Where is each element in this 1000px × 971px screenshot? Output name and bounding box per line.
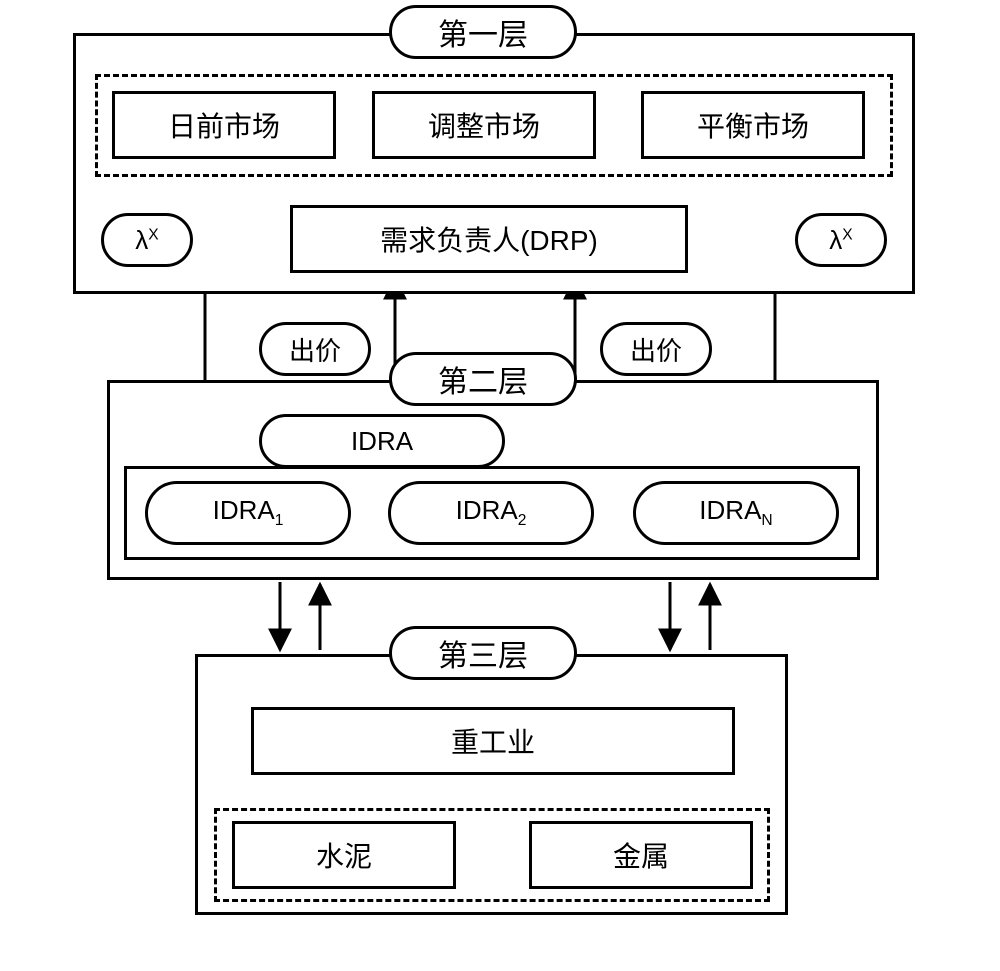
idra-n-label: IDRAN (699, 495, 772, 530)
idra-2-sub: 2 (518, 513, 527, 530)
idra-n-base: IDRA (699, 495, 761, 525)
idra-top: IDRA (259, 414, 505, 468)
bid-left: 出价 (259, 322, 371, 376)
heavy-industry: 重工业 (251, 707, 735, 775)
bid-right-label: 出价 (630, 331, 682, 368)
market-balance-label: 平衡市场 (697, 105, 809, 145)
layer1-title-label: 第一层 (438, 10, 528, 54)
idra-1-label: IDRA1 (213, 495, 284, 530)
layer2-title-label: 第二层 (438, 357, 528, 401)
idra-1: IDRA1 (145, 481, 351, 545)
idra-n-sub: N (761, 513, 772, 530)
layer3-title-label: 第三层 (438, 631, 528, 675)
heavy-industry-label: 重工业 (451, 721, 535, 761)
idra-top-label: IDRA (351, 426, 413, 457)
market-dayahead-label: 日前市场 (168, 105, 280, 145)
idra-2-label: IDRA2 (456, 495, 527, 530)
industry-metal: 金属 (529, 821, 753, 889)
diagram-canvas: 日前市场 调整市场 平衡市场 需求负责人(DRP) λX λX 第一层 出价 出… (0, 0, 1000, 971)
drp-label: 需求负责人(DRP) (380, 219, 598, 259)
idra-2-base: IDRA (456, 495, 518, 525)
lambda-right: λX (795, 213, 887, 267)
bid-left-label: 出价 (289, 331, 341, 368)
drp-box: 需求负责人(DRP) (290, 205, 688, 273)
lambda-left-base: λ (135, 225, 148, 255)
market-adjustment: 调整市场 (372, 91, 596, 159)
industry-cement: 水泥 (232, 821, 456, 889)
lambda-right-label: λX (829, 225, 852, 256)
lambda-left-sup: X (148, 226, 158, 243)
lambda-left: λX (101, 213, 193, 267)
market-balance: 平衡市场 (641, 91, 865, 159)
industry-cement-label: 水泥 (316, 835, 372, 875)
idra-n: IDRAN (633, 481, 839, 545)
layer3-title: 第三层 (389, 626, 577, 680)
lambda-left-label: λX (135, 225, 158, 256)
market-dayahead: 日前市场 (112, 91, 336, 159)
idra-2: IDRA2 (388, 481, 594, 545)
idra-1-sub: 1 (275, 513, 284, 530)
industry-metal-label: 金属 (613, 835, 669, 875)
layer2-title: 第二层 (389, 352, 577, 406)
market-adjustment-label: 调整市场 (428, 105, 540, 145)
bid-right: 出价 (600, 322, 712, 376)
layer1-title: 第一层 (389, 5, 577, 59)
lambda-right-base: λ (829, 225, 842, 255)
lambda-right-sup: X (842, 226, 852, 243)
idra-1-base: IDRA (213, 495, 275, 525)
